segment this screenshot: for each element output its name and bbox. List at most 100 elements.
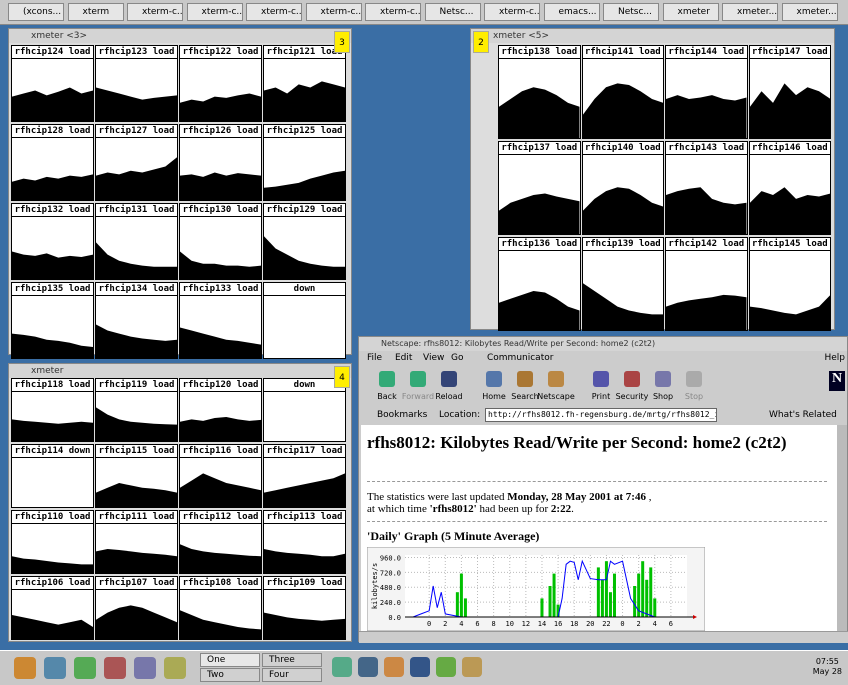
taskbar-item[interactable]: xmeter... (722, 3, 778, 21)
taskbar-item[interactable]: xterm (68, 3, 124, 21)
load-cell: rfhcip112 load (179, 510, 262, 574)
load-cell: rfhcip116 load (179, 444, 262, 508)
taskbar-item[interactable]: xmeter... (782, 3, 838, 21)
launcher-icon[interactable] (14, 657, 36, 679)
mrtg-graph: 0.0240.0480.0720.0960.002468101214161820… (367, 547, 705, 631)
launcher-icon[interactable] (410, 657, 430, 677)
load-graph (180, 60, 261, 121)
x-tick-label: 12 (522, 620, 530, 628)
x-tick-label: 6 (669, 620, 673, 628)
taskbar-item[interactable]: xterm-c... (306, 3, 362, 21)
launcher-icon[interactable] (44, 657, 66, 679)
menu-item[interactable]: Communicator (487, 351, 553, 366)
text: had been up for (479, 503, 548, 515)
load-area (499, 87, 580, 138)
launcher-icon[interactable] (332, 657, 352, 677)
launcher-icon[interactable] (104, 657, 126, 679)
load-area (180, 173, 261, 200)
load-cell: rfhcip123 load (95, 45, 178, 122)
load-area (96, 157, 177, 200)
page-content: rfhs8012: Kilobytes Read/Write per Secon… (361, 425, 837, 631)
launcher-icon[interactable] (436, 657, 456, 677)
whats-related[interactable]: What's Related (769, 407, 837, 423)
y-tick-label: 0.0 (388, 614, 401, 622)
bar (609, 592, 612, 617)
taskbar-item[interactable]: xterm-c... (187, 3, 243, 21)
load-area (180, 610, 261, 639)
bar (641, 561, 644, 617)
load-graph (12, 297, 93, 358)
bar (649, 567, 652, 617)
launcher-icon[interactable] (384, 657, 404, 677)
launcher-icon[interactable] (358, 657, 378, 677)
load-cell: rfhcip146 load (749, 141, 832, 235)
toolbar-icon (379, 371, 395, 387)
desktop-button[interactable]: One (200, 653, 260, 667)
menu-bar: Help File Edit View Go Communicator (359, 351, 848, 366)
load-graph (264, 60, 345, 121)
load-graph (96, 591, 177, 639)
x-tick-label: 22 (602, 620, 610, 628)
load-graph (12, 218, 93, 279)
cell-label: rfhcip120 load (180, 379, 261, 392)
url-field[interactable]: http://rfhs8012.fh-regensburg.de/mrtg/rf… (485, 408, 717, 422)
load-cell: rfhcip134 load (95, 282, 178, 359)
desktop-button[interactable]: Three (262, 653, 322, 667)
taskbar-item[interactable]: Netsc... (425, 3, 481, 21)
launcher-icon[interactable] (134, 657, 156, 679)
x-tick-label: 0 (620, 620, 624, 628)
taskbar-item[interactable]: xmeter (663, 3, 719, 21)
load-area (666, 295, 747, 330)
taskbar-item[interactable]: xterm-c... (484, 3, 540, 21)
load-area (96, 87, 177, 121)
load-cell: rfhcip117 load (263, 444, 346, 508)
load-cell: rfhcip111 load (95, 510, 178, 574)
toolbar-button[interactable]: Reload (429, 392, 469, 401)
location-bar: Bookmarks Location: http://rfhs8012.fh-r… (359, 407, 848, 423)
load-graph (96, 139, 177, 200)
load-graph (499, 60, 580, 138)
cell-label: rfhcip118 load (12, 379, 93, 392)
toolbar-button[interactable]: Netscape (536, 392, 576, 401)
bottom-taskbar: 07:55 May 28 OneTwoThreeFour (0, 650, 848, 685)
menu-item[interactable]: View (423, 351, 444, 366)
load-graph (12, 393, 93, 441)
taskbar-item[interactable]: xterm-c... (127, 3, 183, 21)
load-graph (750, 156, 831, 234)
launcher-icon[interactable] (164, 657, 186, 679)
launcher-icon[interactable] (462, 657, 482, 677)
bar (605, 561, 608, 617)
load-graph (180, 297, 261, 358)
taskbar-item[interactable]: xterm-c... (246, 3, 302, 21)
load-area (180, 544, 261, 573)
text: . (571, 503, 574, 515)
taskbar-item[interactable]: Netsc... (603, 3, 659, 21)
cell-label: rfhcip108 load (180, 577, 261, 590)
desktop-button[interactable]: Two (200, 668, 260, 682)
load-cell: rfhcip145 load (749, 237, 832, 331)
load-graph (180, 459, 261, 507)
bar (601, 580, 604, 617)
load-area (750, 83, 831, 138)
launcher-icon[interactable] (74, 657, 96, 679)
browser-title: Netscape: rfhs8012: Kilobytes Read/Write… (359, 337, 847, 351)
bookmarks-button[interactable]: Bookmarks (377, 407, 427, 423)
toolbar-button[interactable]: Stop (674, 392, 714, 401)
load-area (12, 615, 93, 639)
cell-label: rfhcip136 load (499, 238, 580, 251)
menu-item[interactable]: Go (451, 351, 463, 366)
taskbar-item[interactable]: emacs... (544, 3, 600, 21)
menu-item[interactable]: Help (824, 351, 845, 366)
load-cell: rfhcip108 load (179, 576, 262, 640)
desktop-button[interactable]: Four (262, 668, 322, 682)
load-cell: rfhcip131 load (95, 203, 178, 280)
cell-label: rfhcip122 load (180, 46, 261, 59)
load-graph (583, 156, 664, 234)
taskbar-item[interactable]: xterm-c... (365, 3, 421, 21)
taskbar-item[interactable]: (xcons... (8, 3, 64, 21)
menu-item[interactable]: File (367, 351, 382, 366)
text-bold: 'rfhs8012' (430, 503, 477, 515)
menu-item[interactable]: Edit (395, 351, 412, 366)
cell-label: rfhcip111 load (96, 511, 177, 524)
